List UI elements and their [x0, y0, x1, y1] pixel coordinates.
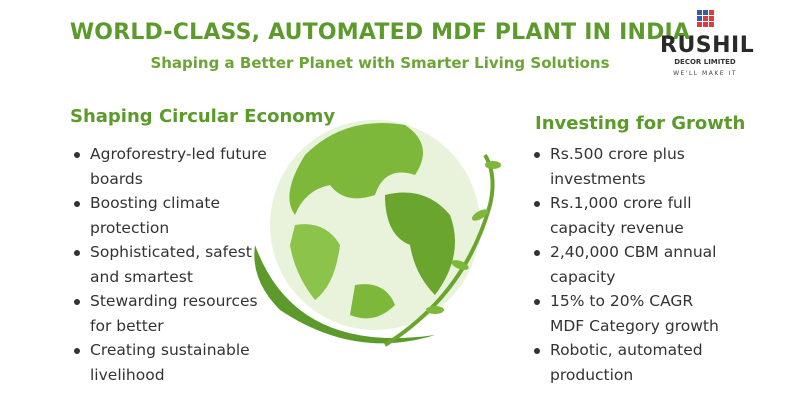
list-item: Sophisticated, safest and smartest: [70, 240, 270, 289]
page-title: WORLD-CLASS, AUTOMATED MDF PLANT IN INDI…: [69, 20, 691, 45]
logo-tagline: WE'LL MAKE IT: [673, 70, 737, 77]
list-item: Rs.500 crore plus investments: [530, 142, 730, 191]
list-item: Creating sustainable livelihood: [70, 338, 270, 387]
list-item: Stewarding resources for better: [70, 289, 270, 338]
list-item: Boosting climate protection: [70, 191, 270, 240]
right-list: Rs.500 crore plus investments Rs.1,000 c…: [530, 142, 730, 387]
list-item: 15% to 20% CAGR MDF Category growth: [530, 289, 730, 338]
logo-name: RUSHIL: [660, 33, 755, 58]
logo-grid-icon: [696, 10, 714, 27]
list-item: Rs.1,000 crore full capacity revenue: [530, 191, 730, 240]
left-list: Agroforestry-led future boards Boosting …: [70, 142, 270, 387]
list-item: Robotic, automated production: [530, 338, 730, 387]
page-subtitle: Shaping a Better Planet with Smarter Liv…: [150, 54, 610, 72]
logo-sub: DECOR LIMITED: [674, 58, 736, 66]
right-heading: Investing for Growth: [535, 113, 746, 134]
list-item: Agroforestry-led future boards: [70, 142, 270, 191]
list-item: 2,40,000 CBM annual capacity: [530, 240, 730, 289]
company-logo: RUSHIL DECOR LIMITED WE'LL MAKE IT: [660, 10, 755, 77]
green-globe-icon: [254, 120, 501, 347]
left-heading: Shaping Circular Economy: [70, 106, 336, 127]
